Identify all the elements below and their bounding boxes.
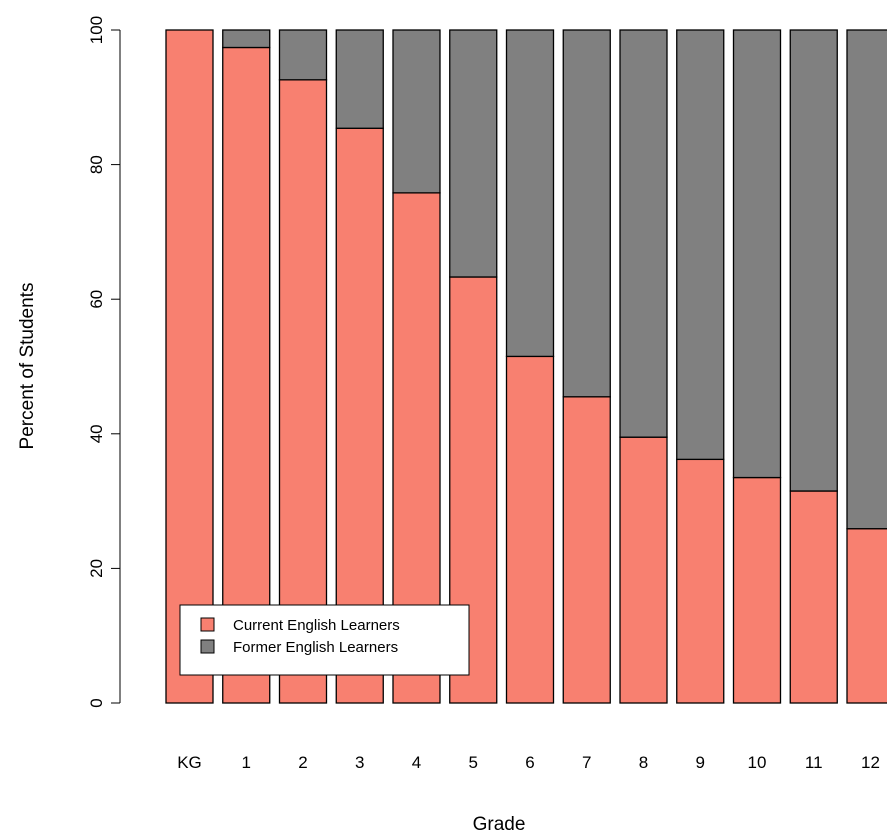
y-tick-label: 60 — [87, 290, 106, 309]
y-axis: 0 20 40 60 80 100 — [87, 16, 121, 708]
x-axis-title: Grade — [473, 814, 526, 835]
x-tick-label: 6 — [525, 753, 534, 772]
x-tick-label: 1 — [242, 753, 251, 772]
bar-7-former-english-learners — [562, 29, 611, 398]
y-tick-label: 80 — [87, 155, 106, 174]
bar-5-former-english-learners — [449, 29, 498, 278]
x-tick-label: 7 — [582, 753, 591, 772]
bar-10-current-english-learners — [732, 476, 782, 704]
y-axis-title: Percent of Students — [17, 283, 38, 450]
x-tick-label: 3 — [355, 753, 364, 772]
bar-2-current-english-learners — [278, 79, 328, 704]
bar-6-former-english-learners — [505, 29, 555, 358]
legend: Current English Learners Former English … — [179, 604, 470, 676]
legend-swatch-current-english-learners — [200, 617, 215, 632]
x-tick-label: 5 — [469, 753, 478, 772]
x-tick-label: 4 — [412, 753, 421, 772]
y-tick-label: 100 — [87, 16, 106, 44]
bars-group — [165, 29, 887, 704]
bar-12-current-english-learners — [846, 528, 887, 704]
bar-8-former-english-learners — [619, 29, 668, 438]
bar-2-former-english-learners — [278, 29, 328, 81]
bar-1-current-english-learners — [222, 46, 271, 704]
x-tick-label: 9 — [696, 753, 705, 772]
legend-label-former-english-learners: Former English Learners — [233, 639, 398, 656]
bar-9-former-english-learners — [676, 29, 725, 461]
x-tick-label: 11 — [805, 753, 823, 772]
bar-8-current-english-learners — [619, 436, 668, 704]
bar-1-former-english-learners — [222, 29, 271, 49]
bar-11-former-english-learners — [789, 29, 838, 492]
legend-box — [179, 604, 470, 676]
legend-swatch-former-english-learners — [200, 639, 215, 654]
bar-11-current-english-learners — [789, 490, 838, 704]
x-tick-label: KG — [177, 753, 202, 772]
bar-6-current-english-learners — [505, 355, 555, 704]
bar-4-former-english-learners — [392, 29, 441, 194]
bar-7-current-english-learners — [562, 396, 611, 704]
legend-label-current-english-learners: Current English Learners — [233, 617, 400, 634]
bar-12-former-english-learners — [846, 29, 887, 530]
bar-9-current-english-learners — [676, 458, 725, 704]
y-tick-label: 20 — [87, 559, 106, 578]
x-tick-label: 8 — [639, 753, 648, 772]
bar-kg-current-english-learners — [165, 29, 214, 704]
y-tick-label: 40 — [87, 424, 106, 443]
y-tick-label: 0 — [87, 698, 106, 707]
x-tick-label: 12 — [861, 753, 880, 772]
bar-10-former-english-learners — [732, 29, 782, 479]
x-tick-label: 2 — [298, 753, 307, 772]
x-tick-label: 10 — [748, 753, 767, 772]
bar-3-former-english-learners — [335, 29, 384, 129]
x-axis-tick-labels: KG 1 2 3 4 5 6 7 8 9 10 11 12 — [177, 753, 880, 772]
